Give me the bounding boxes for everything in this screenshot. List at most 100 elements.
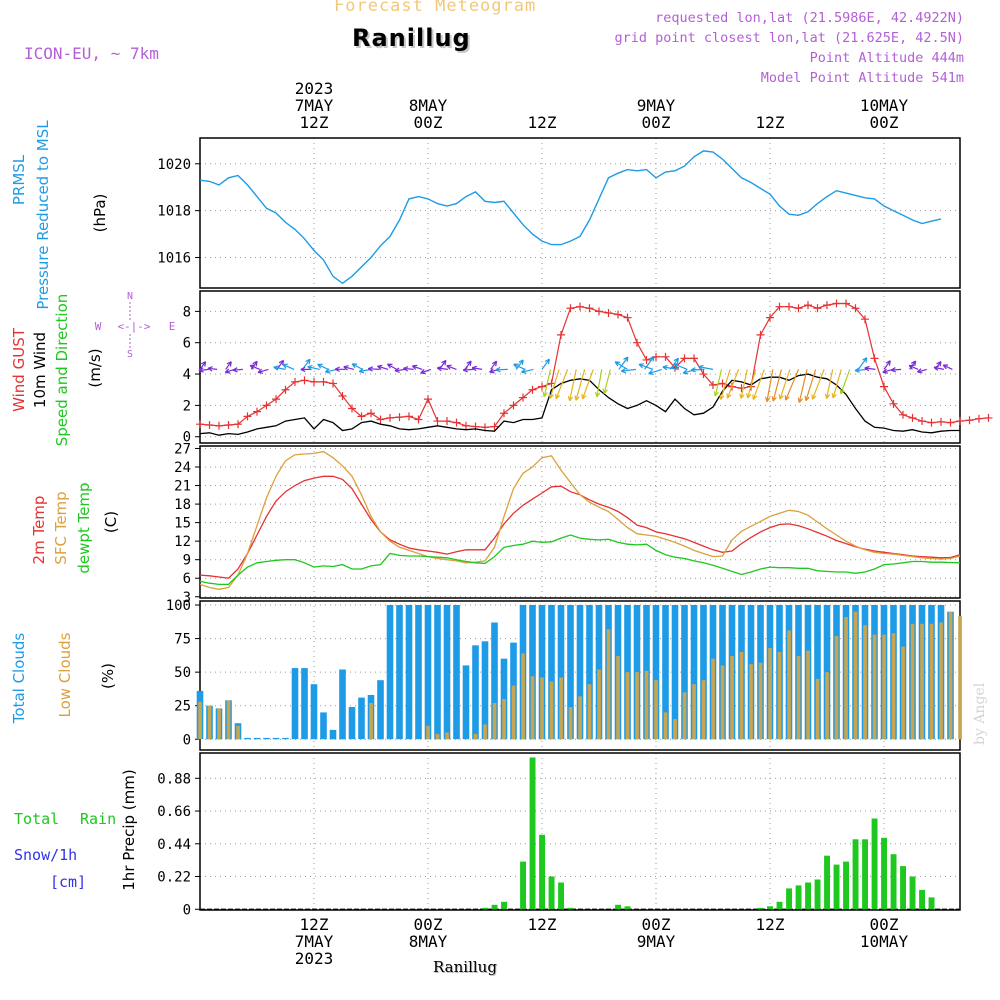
- label-speed-direction: Speed and Direction: [53, 294, 71, 447]
- gust-marker: [756, 330, 765, 339]
- precip-bar: [615, 904, 621, 910]
- precip-bar: [814, 879, 821, 910]
- top-time-label: 2023: [295, 79, 334, 98]
- precip-bar: [881, 837, 887, 910]
- precip-bar: [624, 906, 631, 910]
- wind-arrow: [555, 369, 569, 400]
- gust-marker: [424, 395, 432, 404]
- precip-bar: [482, 907, 488, 910]
- wind-arrow: [831, 369, 842, 399]
- label-snow: Snow/1h: [14, 846, 77, 864]
- gust-marker: [338, 391, 347, 400]
- precip-bar: [539, 834, 545, 910]
- y-tick-label: 0: [183, 902, 191, 918]
- low-cloud-bar: [644, 670, 649, 740]
- low-cloud-bar: [435, 733, 440, 740]
- gust-marker: [623, 313, 632, 322]
- wind-arrow: [462, 367, 474, 373]
- wind-arrow: [490, 360, 498, 370]
- low-cloud-bar: [663, 712, 668, 740]
- total-cloud-bar: [576, 605, 584, 740]
- low-cloud-bar: [511, 685, 516, 740]
- model-label: ICON-EU, ~ 7km: [24, 44, 159, 63]
- top-time-label: 00Z: [870, 113, 899, 132]
- gust-marker: [642, 355, 651, 364]
- y-tick-label: 21: [174, 479, 191, 495]
- compass-s: S: [127, 349, 133, 360]
- low-cloud-bar: [701, 680, 706, 740]
- low-cloud-bar: [625, 672, 630, 740]
- gust-marker: [690, 354, 698, 363]
- panel-frame: [199, 752, 961, 911]
- low-cloud-bar: [787, 630, 791, 740]
- low-cloud-bar: [502, 699, 506, 740]
- gust-marker: [842, 299, 850, 308]
- low-cloud-bar: [540, 677, 544, 740]
- top-time-label: 12Z: [528, 113, 557, 132]
- low-cloud-bar: [901, 646, 905, 740]
- wind-arrow: [765, 369, 774, 402]
- compass: N S W E <-|->: [95, 291, 176, 360]
- label-low-clouds: Low Clouds: [56, 632, 74, 717]
- gust-marker: [946, 418, 955, 427]
- total-cloud-bar: [329, 729, 337, 740]
- gust-marker: [813, 304, 822, 313]
- panel-frame: [199, 290, 961, 444]
- requested-coords: requested lon,lat (21.5986E, 42.4922N): [655, 10, 964, 26]
- label-prmsl: PRMSL: [10, 154, 28, 205]
- low-cloud-bar: [559, 677, 563, 740]
- total-cloud-bar: [814, 605, 821, 740]
- top-time-label: 00Z: [414, 113, 443, 132]
- wind-arrow: [224, 368, 235, 374]
- y-tick-label: 0: [183, 732, 191, 748]
- wind-arrow: [581, 369, 594, 400]
- wind-arrow: [864, 365, 876, 372]
- wind-arrow: [446, 364, 457, 370]
- precip-bar: [529, 757, 536, 910]
- wind-arrow: [890, 367, 902, 373]
- watermark: by Angel: [972, 682, 988, 745]
- gust-marker: [557, 330, 565, 339]
- total-cloud-bar: [690, 605, 698, 740]
- precip-bar: [928, 897, 935, 910]
- wind-arrow: [249, 364, 261, 370]
- wind-arrow: [436, 365, 448, 372]
- wind-arrow: [403, 366, 414, 372]
- label-2m-temp: 2m Temp: [30, 496, 48, 565]
- low-cloud-bar: [635, 672, 639, 740]
- top-time-label: 8MAY: [409, 96, 448, 115]
- wind-arrow: [232, 367, 243, 373]
- wind-arrow: [784, 369, 800, 401]
- gust-marker: [614, 310, 622, 319]
- wind-arrow: [567, 369, 577, 402]
- total-cloud-bar: [396, 605, 403, 740]
- gust-marker: [965, 416, 974, 425]
- wind-arrow: [471, 365, 483, 372]
- y-tick-label: 25: [174, 699, 191, 715]
- bottom-time-label: 12Z: [300, 915, 329, 934]
- precip-bar: [776, 901, 783, 910]
- gust-marker: [937, 417, 945, 426]
- low-cloud-bar: [226, 700, 231, 740]
- wind-arrow: [594, 369, 603, 398]
- gust-marker: [889, 399, 898, 408]
- total-cloud-bar: [671, 605, 679, 740]
- point-altitude: Point Altitude 444m: [809, 50, 964, 66]
- total-cloud-bar: [443, 605, 451, 740]
- gust-marker: [281, 385, 290, 394]
- gust-marker: [775, 302, 784, 311]
- label-cm: [cm]: [50, 873, 86, 891]
- wind-arrow: [771, 369, 782, 402]
- compass-w: W: [95, 320, 102, 333]
- top-time-label: 7MAY: [295, 96, 334, 115]
- total-cloud-bar: [662, 605, 669, 740]
- bottom-time-label: 00Z: [870, 915, 899, 934]
- gust-marker: [880, 382, 888, 391]
- low-cloud-bar: [777, 652, 782, 740]
- precip-bar: [852, 839, 859, 910]
- total-cloud-bar: [310, 684, 318, 740]
- low-cloud-bar: [473, 733, 478, 740]
- low-cloud-bar: [796, 656, 801, 740]
- gust-marker: [500, 409, 508, 418]
- total-cloud-bar: [453, 605, 460, 740]
